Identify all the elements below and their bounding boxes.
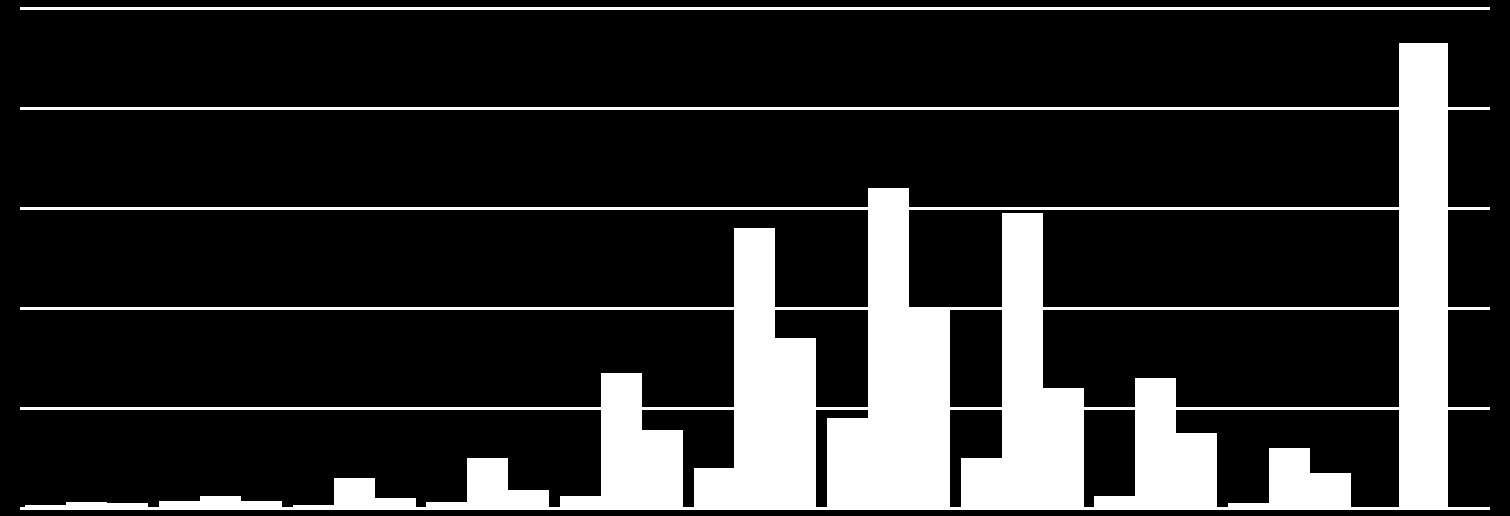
bar xyxy=(508,490,549,508)
bar xyxy=(827,418,868,508)
bar xyxy=(961,458,1002,508)
bar xyxy=(1002,213,1043,508)
bar-group xyxy=(827,8,950,508)
bar-group xyxy=(25,8,148,508)
bar-group xyxy=(159,8,282,508)
bar xyxy=(467,458,508,508)
bar xyxy=(734,228,775,508)
gridline xyxy=(20,407,1490,410)
bar-group xyxy=(961,8,1084,508)
bar-group xyxy=(694,8,817,508)
bar-group xyxy=(1362,8,1485,508)
gridline xyxy=(20,7,1490,10)
bar-chart xyxy=(20,8,1490,508)
bar xyxy=(1269,448,1310,508)
gridline xyxy=(20,107,1490,110)
bar-group xyxy=(1228,8,1351,508)
bar xyxy=(775,338,816,508)
bar xyxy=(1135,378,1176,508)
bar xyxy=(1399,43,1448,508)
gridline xyxy=(20,507,1490,510)
bar xyxy=(642,430,683,508)
gridline xyxy=(20,207,1490,210)
chart-plot-area xyxy=(20,8,1490,508)
bar-group xyxy=(293,8,416,508)
bar xyxy=(868,188,909,508)
bar-group xyxy=(1094,8,1217,508)
gridline xyxy=(20,307,1490,310)
bar xyxy=(694,468,735,508)
bar xyxy=(1176,433,1217,508)
bar xyxy=(1310,473,1351,508)
bar-group xyxy=(426,8,549,508)
bar-group xyxy=(560,8,683,508)
bar xyxy=(334,478,375,508)
bar xyxy=(601,373,642,508)
